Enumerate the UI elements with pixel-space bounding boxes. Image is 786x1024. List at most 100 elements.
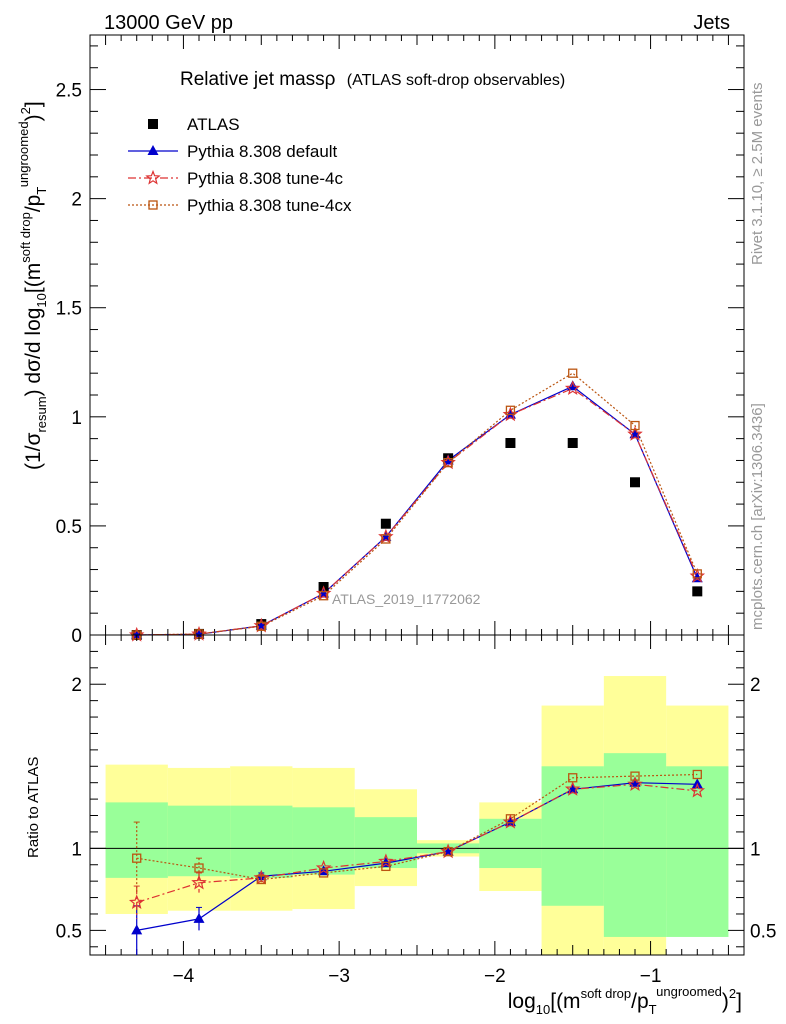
main-ytick-label: 0.5 — [56, 517, 82, 538]
ylabel-sup-c: soft drop — [18, 212, 33, 263]
main-point-default — [442, 454, 454, 465]
ratio-point-tune4c — [315, 859, 332, 875]
main-point-tune4cx — [443, 457, 453, 468]
legend: ATLAS Pythia 8.308 default Pythia 8.308 tu… — [128, 115, 352, 215]
main-point-tune4cx — [318, 591, 329, 601]
main-ytick-label: 1.5 — [56, 299, 82, 320]
ratio-point-default — [629, 776, 641, 787]
ratio-ytick-label-right: 1 — [750, 839, 761, 860]
ratio-band-inner — [230, 805, 293, 878]
xlabel-sub-a: 10 — [536, 1002, 550, 1017]
legend-label: Pythia 8.308 default — [187, 142, 338, 161]
plot-title-sub: (ATLAS soft-drop observables) — [347, 72, 565, 89]
ratio-point-tune4cx — [505, 814, 516, 824]
ratio-point-tune4cx — [132, 853, 142, 863]
ratio-line-tune4c — [136, 783, 698, 904]
ratio-series-lines — [136, 773, 698, 931]
ratio-ytick-label: 2 — [71, 675, 82, 696]
legend-label: Pythia 8.308 tune-4c — [187, 169, 343, 188]
ratio-band-inner — [666, 766, 729, 937]
ratio-point-tune4cx — [568, 773, 578, 783]
ratio-band-inner — [167, 805, 231, 877]
main-point-tune4cx — [381, 534, 391, 544]
ratio-uncertainty-bands — [90, 676, 744, 955]
ratio-xtick-label: −2 — [484, 966, 506, 987]
main-point-tune4c — [689, 567, 706, 583]
xlabel-sup-d: 2 — [729, 986, 736, 1001]
ratio-point-tune4cx — [194, 863, 204, 873]
main-point-tune4c — [502, 406, 519, 422]
x-axis-label: log10[(msoft drop/pTungroomed)2] — [508, 984, 742, 1017]
ratio-point-tune4cx — [381, 861, 391, 872]
ratio-xtick-label: −3 — [328, 966, 350, 987]
ratio-point-tune4cx — [443, 846, 453, 857]
ylabel-part-c: [(m — [22, 263, 45, 293]
main-axis-ticks: 0 0.5 1 1.5 2 2.5 — [56, 35, 744, 647]
legend-marker — [147, 145, 159, 155]
ratio-ytick-label-right: 0.5 — [750, 921, 776, 942]
ylabel-part-b: ) dσ/d log — [22, 308, 45, 397]
main-point-atlas — [630, 477, 640, 488]
main-point-tune4cx — [505, 405, 516, 415]
xlabel-part-a: log — [508, 990, 536, 1013]
ratio-ytick-label-right: 2 — [750, 675, 761, 696]
ratio-point-tune4c — [689, 782, 706, 798]
main-point-tune4c — [253, 617, 270, 633]
y-axis-label-top: (1/σresum) dσ/d log10[(msoft drop/pTungr… — [16, 101, 49, 470]
main-plot-panel: 0 0.5 1 1.5 2 2.5 Relative jet massρ (ATLAS s… — [56, 34, 745, 647]
main-point-atlas — [567, 438, 578, 448]
ratio-point-tune4cx — [630, 771, 640, 781]
legend-marker — [145, 169, 161, 185]
header-left: 13000 GeV pp — [104, 12, 233, 34]
main-point-tune4c — [564, 380, 581, 396]
xlabel-sub-c: T — [649, 1002, 657, 1017]
ylabel-part-d: /p — [22, 195, 45, 213]
ratio-band-inner — [292, 807, 355, 875]
xlabel-part-e: ] — [736, 990, 742, 1013]
main-point-atlas — [505, 438, 516, 448]
main-ytick-label: 1 — [71, 408, 82, 429]
ylabel-sub-a: resum — [34, 396, 49, 432]
watermark: ATLAS_2019_I1772062 — [332, 591, 481, 607]
xlabel-part-d: ) — [722, 990, 729, 1013]
ylabel-sub-d: T — [34, 187, 49, 195]
ratio-point-tune4cx — [692, 769, 702, 780]
xlabel-sup-b: soft drop — [581, 986, 632, 1001]
ratio-line-default — [136, 782, 698, 931]
ylabel-sup-d: ungroomed — [16, 121, 31, 187]
ratio-ytick-label: 0.5 — [56, 921, 82, 942]
main-point-default — [567, 380, 579, 391]
xlabel-part-c: /p — [631, 990, 649, 1013]
ratio-point-tune4c — [627, 776, 643, 791]
plot-title: Relative jet massρ (ATLAS soft-drop obse… — [180, 69, 565, 90]
ratio-axis-ticks: −4 −3 −2 −1 0.5 0.5 1 1 2 2 — [56, 635, 776, 987]
main-point-atlas — [692, 586, 703, 597]
ratio-xtick-label: −4 — [173, 966, 195, 987]
ratio-point-tune4c — [378, 853, 394, 869]
ratio-plot-panel: −4 −3 −2 −1 0.5 0.5 1 1 2 2 — [56, 634, 776, 987]
ratio-band-inner — [479, 818, 542, 869]
ratio-point-tune4c — [502, 813, 519, 829]
main-ytick-label: 0 — [71, 626, 82, 647]
main-ytick-label: 2 — [71, 190, 82, 211]
main-series-marks — [128, 368, 706, 642]
y-axis-label-ratio: Ratio to ATLAS — [25, 757, 42, 858]
xlabel-part-b: [(m — [550, 990, 580, 1013]
header-right: Jets — [693, 12, 730, 34]
legend-label: ATLAS — [187, 115, 240, 134]
main-line-tune4c — [136, 387, 698, 636]
main-point-tune4c — [627, 426, 643, 441]
main-point-tune4cx — [692, 569, 702, 579]
ratio-point-tune4cx — [318, 868, 329, 878]
legend-marker — [148, 200, 158, 210]
ylabel-part-e: ) — [22, 114, 45, 121]
ratio-point-default — [131, 924, 143, 935]
main-point-tune4cx — [630, 420, 640, 431]
mcplots-label: mcplots.cern.ch [arXiv:1306.3436] — [749, 403, 766, 630]
legend-label: Pythia 8.308 tune-4cx — [187, 196, 352, 215]
main-series-lines — [136, 372, 698, 636]
ratio-point-default — [193, 912, 205, 923]
main-point-tune4c — [315, 585, 332, 601]
ratio-series-marks — [128, 769, 706, 955]
